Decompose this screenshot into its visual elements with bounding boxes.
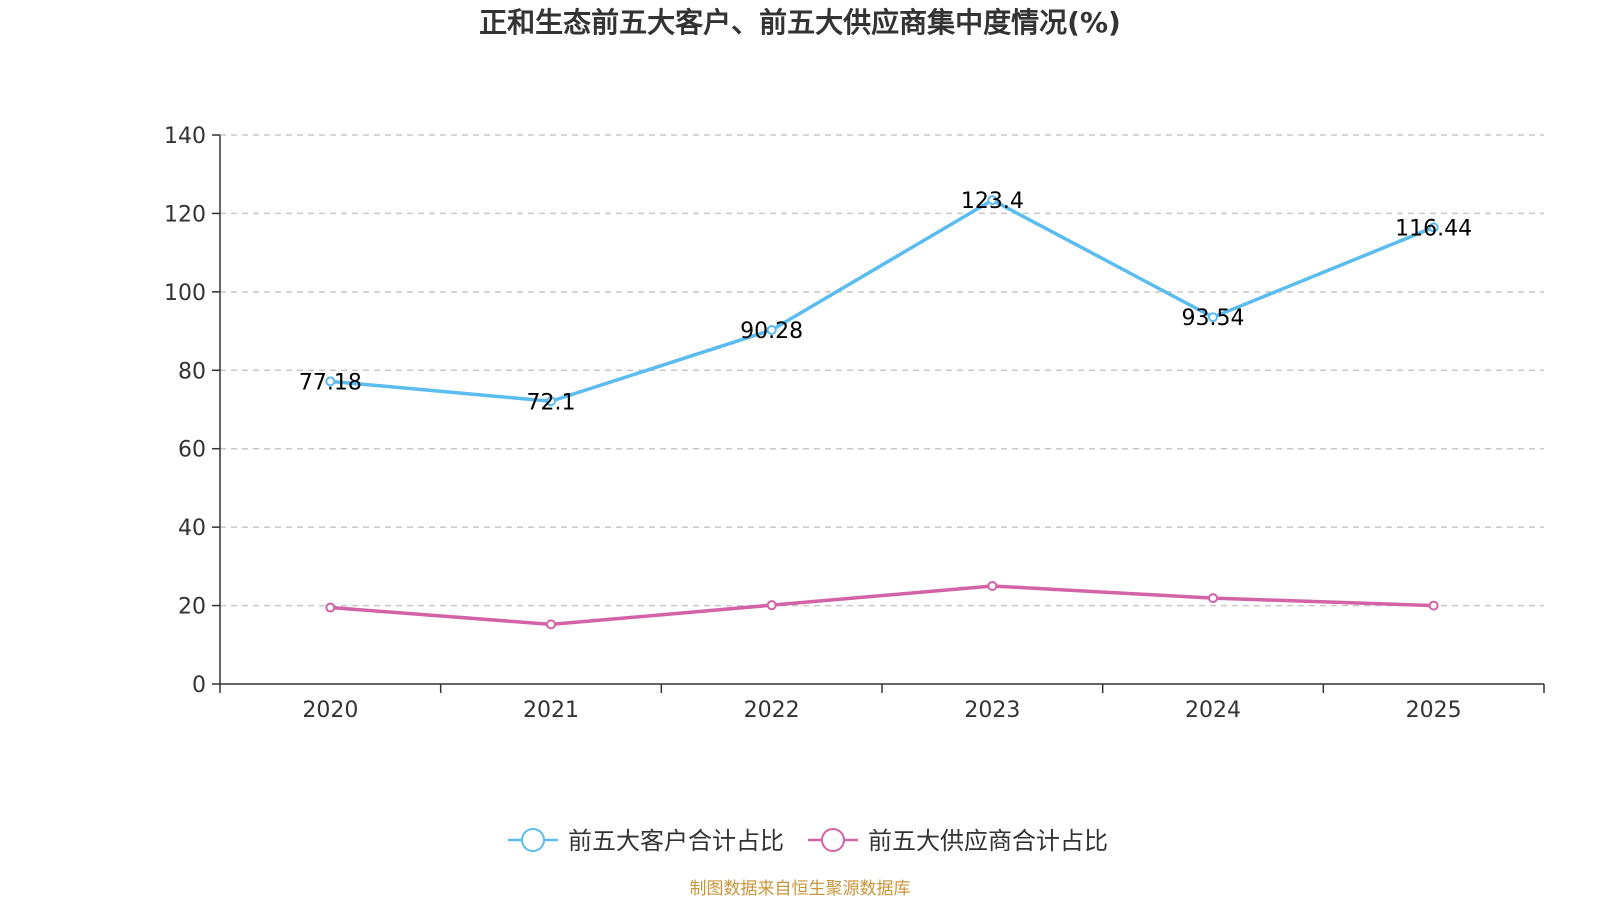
data-point xyxy=(1428,600,1439,611)
y-tick-label: 100 xyxy=(164,281,206,306)
y-tick-label: 120 xyxy=(164,202,206,227)
y-tick-label: 60 xyxy=(178,438,206,463)
data-point xyxy=(766,324,777,335)
data-label: 72.1 xyxy=(527,390,576,415)
legend-marker-icon xyxy=(521,828,545,852)
y-tick-label: 0 xyxy=(192,673,206,698)
x-tick-label: 2023 xyxy=(964,698,1020,723)
data-point xyxy=(987,195,998,206)
x-tick-label: 2024 xyxy=(1185,698,1241,723)
data-point xyxy=(987,580,998,591)
data-point xyxy=(325,602,336,613)
legend-label: 前五大客户合计占比 xyxy=(568,827,784,855)
legend-item-1: 前五大客户合计占比 xyxy=(508,827,784,855)
source-note: 制图数据来自恒生聚源数据库 xyxy=(690,879,911,899)
data-point xyxy=(1208,593,1218,604)
data-point xyxy=(1428,222,1439,233)
chart-title: 正和生态前五大客户、前五大供应商集中度情况(%) xyxy=(479,6,1121,39)
data-label: 116.44 xyxy=(1395,216,1472,241)
x-tick-label: 2020 xyxy=(302,698,358,723)
data-point xyxy=(766,600,777,611)
legend-marker-icon xyxy=(821,828,845,852)
x-tick-label: 2025 xyxy=(1406,698,1462,723)
legend-label: 前五大供应商合计占比 xyxy=(868,827,1108,855)
y-tick-label: 140 xyxy=(164,124,206,149)
data-point xyxy=(1208,312,1218,323)
data-point xyxy=(325,376,336,387)
series-layer: 77.18 72.1 90.28 123.4 93.54 116.44 xyxy=(299,189,1472,630)
grid-lines xyxy=(220,134,1544,607)
y-tick-label: 80 xyxy=(178,359,206,384)
data-label: 93.54 xyxy=(1182,306,1245,331)
data-point xyxy=(546,619,556,630)
legend-item-2: 前五大供应商合计占比 xyxy=(808,827,1108,855)
series-1: 77.18 72.1 90.28 123.4 93.54 116.44 xyxy=(299,189,1472,415)
series-2 xyxy=(325,580,1439,630)
y-tick-label: 20 xyxy=(178,595,206,620)
x-tick-label: 2022 xyxy=(744,698,800,723)
data-label: 90.28 xyxy=(740,319,803,344)
series-line xyxy=(330,584,1434,627)
axes: 0 20 40 60 80 100 120 140 2020 2021 2022 2023 2024 20… xyxy=(164,124,1545,723)
x-tick-label: 2021 xyxy=(523,698,579,723)
series-line xyxy=(330,198,1435,404)
data-point xyxy=(546,396,556,407)
data-label: 123.4 xyxy=(961,189,1024,214)
y-tick-label: 40 xyxy=(178,516,206,541)
data-label: 77.18 xyxy=(299,370,362,395)
legend: 前五大客户合计占比 前五大供应商合计占比 xyxy=(508,827,1108,855)
